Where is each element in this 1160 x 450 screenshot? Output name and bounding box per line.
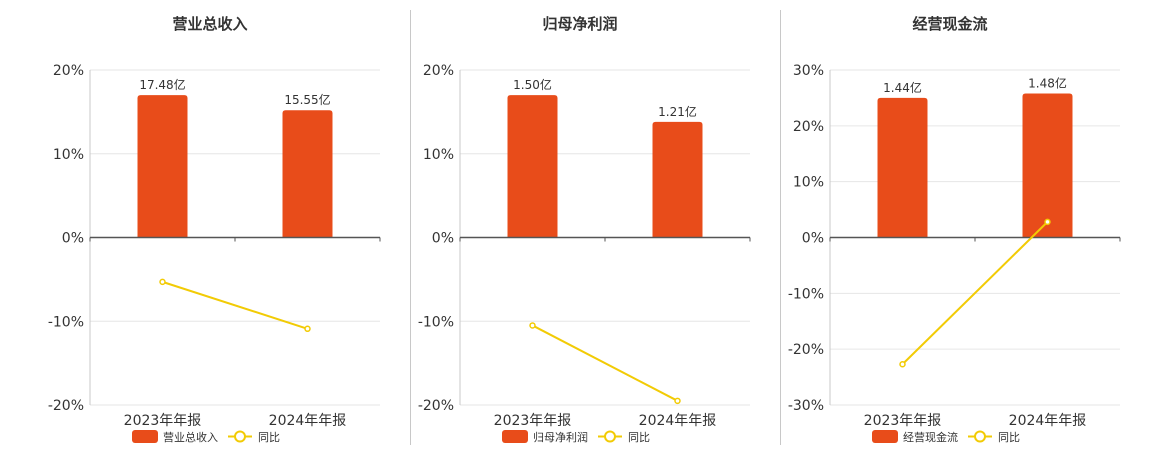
y-tick-label: -30%	[788, 398, 824, 414]
panel-divider	[410, 10, 411, 445]
legend-line-marker	[604, 430, 616, 443]
legend-bar-label: 营业总收入	[163, 430, 218, 444]
y-tick-label: 10%	[423, 147, 454, 163]
y-tick-label: -10%	[788, 286, 824, 302]
y-tick-label: -20%	[48, 398, 84, 414]
y-tick-label: 0%	[802, 231, 824, 247]
bar-data-label: 1.50亿	[513, 77, 552, 92]
yoy-point	[899, 360, 906, 368]
bar-data-label: 1.44亿	[883, 80, 922, 95]
yoy-point	[159, 278, 166, 286]
bar-data-label: 15.55亿	[284, 92, 330, 107]
bar	[877, 97, 928, 238]
revenue-chart: 营业总收入 20% 10% 0% -10% -20% 17.48亿 15.55亿 2023年年报…	[48, 15, 381, 444]
y-tick-label: 0%	[62, 231, 84, 247]
bar	[137, 95, 188, 238]
chart-title: 经营现金流	[912, 15, 987, 33]
x-tick-label: 2024年年报	[269, 413, 347, 429]
bar-data-label: 1.48亿	[1028, 75, 1067, 90]
y-tick-label: 20%	[793, 119, 824, 135]
panel-divider	[780, 10, 781, 445]
y-tick-label: -20%	[418, 398, 454, 414]
yoy-line	[901, 221, 1049, 365]
legend-bar-swatch	[502, 430, 528, 443]
legend-bar-label: 归母净利润	[533, 430, 588, 444]
bar	[652, 121, 703, 238]
legend-line-label: 同比	[628, 431, 650, 444]
bar	[507, 95, 558, 238]
legend-line-marker	[974, 430, 986, 443]
y-tick-label: -10%	[48, 314, 84, 330]
y-tick-label: 30%	[793, 63, 824, 79]
yoy-point	[674, 397, 681, 405]
chart-title: 营业总收入	[172, 15, 247, 33]
yoy-line	[532, 324, 678, 402]
cash-flow-chart: 经营现金流 30% 20% 10% 0% -10% -20% -30% 1.44亿 1.48亿 20…	[788, 15, 1121, 444]
legend-line-marker	[234, 430, 246, 443]
y-tick-label: 10%	[793, 175, 824, 191]
bar	[1022, 93, 1073, 238]
y-tick-label: -10%	[418, 314, 454, 330]
yoy-point	[529, 322, 536, 329]
legend-line-label: 同比	[998, 431, 1020, 444]
bar	[282, 110, 333, 238]
x-tick-label: 2023年年报	[864, 413, 942, 429]
yoy-point	[304, 325, 311, 333]
y-tick-label: 20%	[423, 63, 454, 79]
x-tick-label: 2024年年报	[639, 413, 717, 429]
chart-title: 归母净利润	[542, 15, 617, 33]
x-tick-label: 2023年年报	[494, 413, 572, 429]
x-tick-label: 2024年年报	[1009, 413, 1087, 429]
net-profit-chart: 归母净利润 20% 10% 0% -10% -20% 1.50亿 1.21亿 2023年年报 20…	[418, 15, 751, 444]
y-tick-label: -20%	[788, 342, 824, 358]
yoy-line	[162, 280, 308, 330]
yoy-point	[1044, 218, 1051, 226]
y-tick-label: 10%	[53, 147, 84, 163]
y-tick-label: 0%	[432, 231, 454, 247]
x-tick-label: 2023年年报	[124, 413, 202, 429]
bar-data-label: 1.21亿	[658, 104, 697, 119]
legend-bar-label: 经营现金流	[903, 430, 958, 444]
y-tick-label: 20%	[53, 63, 84, 79]
legend-line-label: 同比	[258, 431, 280, 444]
legend-bar-swatch	[872, 430, 898, 443]
bar-data-label: 17.48亿	[139, 77, 185, 92]
legend-bar-swatch	[132, 430, 158, 443]
